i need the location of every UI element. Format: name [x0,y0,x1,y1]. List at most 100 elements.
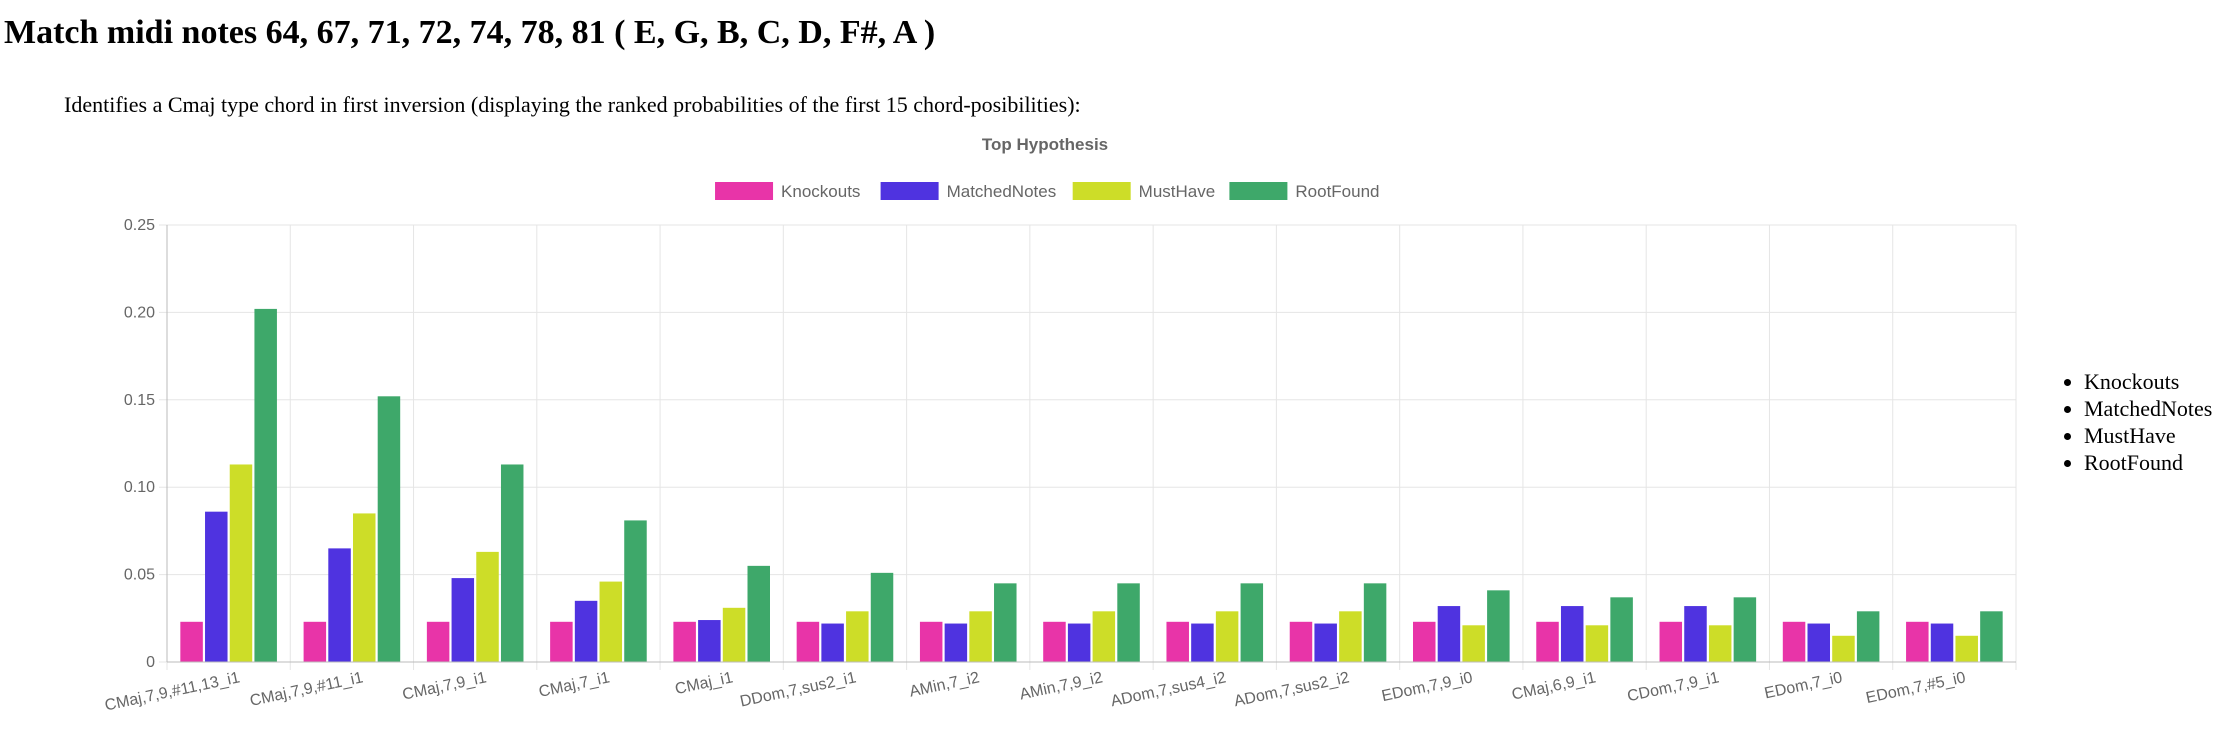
page-description: Identifies a Cmaj type chord in first in… [64,92,1081,117]
bar-rootfound[interactable] [624,520,647,662]
bar-rootfound[interactable] [994,583,1017,662]
x-tick-label: EDom,7,#5_i0 [1864,669,1967,707]
bar-matchednotes[interactable] [1191,623,1214,662]
y-tick-label: 0.10 [124,479,155,496]
bar-matchednotes[interactable] [328,548,351,662]
bar-matchednotes[interactable] [1684,606,1707,662]
bar-musthave[interactable] [1585,625,1609,662]
bar-matchednotes[interactable] [944,623,968,662]
bar-knockouts[interactable] [1166,621,1189,662]
bar-rootfound[interactable] [1856,611,1880,662]
legend-swatch[interactable] [880,182,939,200]
legend-swatch[interactable] [1229,182,1288,200]
bar-matchednotes[interactable] [1067,623,1091,662]
bar-knockouts[interactable] [550,621,573,662]
bar-knockouts[interactable] [426,621,450,662]
x-tick-label: CMaj,7,9_i1 [401,669,488,703]
bar-musthave[interactable] [722,607,746,662]
y-tick-label: 0 [146,654,155,671]
bar-musthave[interactable] [1832,635,1855,662]
bar-musthave[interactable] [1339,611,1362,662]
x-tick-label: EDom,7,9_i0 [1380,669,1474,705]
bar-musthave[interactable] [353,513,376,662]
legend-label[interactable]: MatchedNotes [947,182,1057,201]
legend-label[interactable]: MustHave [1139,182,1216,201]
bar-rootfound[interactable] [1610,597,1633,662]
bar-musthave[interactable] [1708,625,1732,662]
x-tick-label: AMin,7,9_i2 [1018,669,1104,703]
bar-musthave[interactable] [1462,625,1485,662]
x-tick-label: AMin,7_i2 [908,669,981,700]
bar-rootfound[interactable] [1240,583,1264,662]
legend-swatch[interactable] [715,182,774,200]
bar-matchednotes[interactable] [1560,606,1584,662]
bar-matchednotes[interactable] [1930,623,1954,662]
bar-knockouts[interactable] [1536,621,1559,662]
bar-chart: Top Hypothesis 0 0.05 0.10 0.15 0.20 0.25 CMaj… [103,135,2017,715]
legend-list-item: MatchedNotes [2084,395,2212,422]
x-tick-label: DDom,7,sus2_i1 [739,669,858,710]
bar-musthave[interactable] [1092,611,1116,662]
bar-musthave[interactable] [1215,611,1239,662]
x-tick-label: CMaj,6,9_i1 [1510,669,1597,703]
bar-rootfound[interactable] [254,308,277,662]
bar-rootfound[interactable] [377,396,401,662]
legend-list-item: RootFound [2084,449,2212,476]
x-tick-label: ADom,7,sus2_i2 [1233,669,1351,710]
bar-matchednotes[interactable] [698,620,721,662]
x-tick-label: CMaj_i1 [674,669,735,698]
bar-knockouts[interactable] [1413,621,1436,662]
legend-list-item: MustHave [2084,422,2212,449]
y-tick-label: 0.20 [124,304,155,321]
bar-matchednotes[interactable] [821,623,844,662]
y-tick-label: 0.25 [124,217,155,234]
bar-rootfound[interactable] [1980,611,2003,662]
bar-knockouts[interactable] [1906,621,1929,662]
bar-rootfound[interactable] [500,464,524,662]
bar-matchednotes[interactable] [1437,606,1461,662]
bar-rootfound[interactable] [1733,597,1757,662]
legend-label[interactable]: Knockouts [781,182,860,201]
bar-rootfound[interactable] [870,572,894,662]
legend-label[interactable]: RootFound [1295,182,1379,201]
bar-matchednotes[interactable] [1314,623,1337,662]
bar-matchednotes[interactable] [205,511,228,662]
bar-musthave[interactable] [599,581,623,662]
x-tick-label: CMaj,7,9,#11,13_i1 [103,669,241,714]
bar-musthave[interactable] [476,551,499,662]
bar-musthave[interactable] [1955,635,1978,662]
y-tick-label: 0.15 [124,392,155,409]
bar-knockouts[interactable] [673,621,696,662]
bar-musthave[interactable] [229,464,253,662]
chart-title: Top Hypothesis [982,135,1108,154]
y-tick-label: 0.05 [124,567,155,584]
legend-list-item: Knockouts [2084,368,2212,395]
chart-bars [180,308,2003,662]
bar-knockouts[interactable] [180,621,203,662]
x-tick-label: CMaj,7_i1 [537,669,611,701]
bar-rootfound[interactable] [1117,583,1140,662]
x-tick-label: CDom,7,9_i1 [1626,669,1721,705]
bar-knockouts[interactable] [919,621,943,662]
legend-swatch[interactable] [1072,182,1131,200]
bar-knockouts[interactable] [1659,621,1683,662]
bar-musthave[interactable] [846,611,869,662]
chart-legend: Knockouts MatchedNotes MustHave RootFound [715,182,1380,201]
bar-knockouts[interactable] [303,621,327,662]
bar-knockouts[interactable] [1289,621,1313,662]
bar-rootfound[interactable] [1363,583,1387,662]
page-title: Match midi notes 64, 67, 71, 72, 74, 78,… [4,14,936,51]
bar-musthave[interactable] [969,611,992,662]
bar-rootfound[interactable] [1487,590,1510,662]
x-tick-label: CMaj,7,9,#11_i1 [248,669,364,710]
bar-matchednotes[interactable] [574,600,598,662]
bar-knockouts[interactable] [796,621,820,662]
bar-matchednotes[interactable] [1807,623,1831,662]
bar-matchednotes[interactable] [451,578,475,662]
bar-knockouts[interactable] [1043,621,1066,662]
chart-grid [159,224,2017,670]
bar-rootfound[interactable] [747,565,771,662]
bar-knockouts[interactable] [1782,621,1806,662]
chart-container: Top Hypothesis 0 0.05 0.10 0.15 0.20 0.25 CMaj… [0,130,2040,738]
